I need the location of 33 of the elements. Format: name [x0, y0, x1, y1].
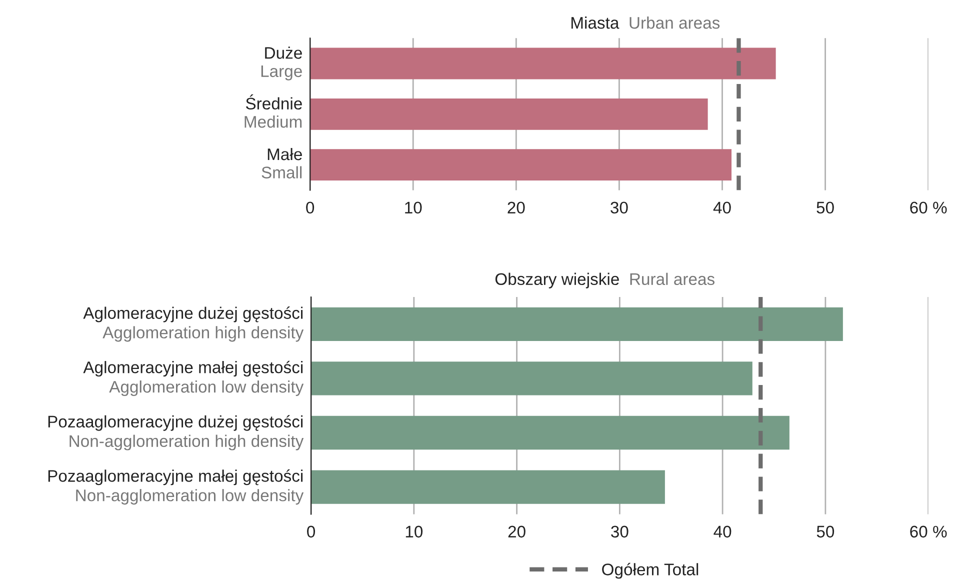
chart-title: Obszary wiejskie	[495, 272, 619, 288]
x-tick-label: 40	[714, 526, 732, 538]
bar	[311, 416, 790, 450]
x-tick-label: 30	[610, 202, 628, 214]
chart-title: Miasta	[571, 16, 620, 29]
x-tick-label: 20	[508, 526, 526, 538]
x-tick-label: 20	[508, 202, 525, 214]
x-tick-label: 50	[816, 526, 834, 538]
x-tick-label: 10	[405, 202, 422, 214]
y-tick-label: Małe Small	[262, 148, 302, 178]
x-tick-label: 40	[713, 202, 731, 214]
bar	[310, 149, 732, 181]
x-tick-label: 30	[611, 526, 628, 538]
chart-subtitle: Rural areas	[630, 272, 714, 286]
y-tick-label: Duże Large	[261, 46, 302, 80]
y-tick-label: Pozaaglomeracyjne małej gęstości Non-agglomeration low density	[48, 469, 304, 505]
x-tick-label: 60 %	[910, 202, 947, 214]
y-tick-label: Średnie Medium	[244, 94, 302, 128]
chart-subtitle: Urban areas	[630, 16, 720, 29]
bar	[311, 470, 665, 504]
x-tick-label: 0	[306, 202, 314, 214]
y-tick-label: Aglomeracyjne dużej gęstości Agglomeration high density	[83, 306, 304, 342]
x-tick-label: 10	[406, 526, 423, 538]
y-tick-label: Pozaaglomeracyjne dużej gęstości Non-agglomeration high density	[48, 415, 304, 450]
x-tick-label: 0	[307, 526, 316, 538]
bar	[311, 362, 752, 396]
x-tick-label: 50	[816, 202, 834, 214]
bar	[310, 48, 776, 80]
legend-label: Ogółem Total	[602, 562, 698, 579]
x-tick-label: 60 %	[910, 526, 947, 538]
bar	[311, 307, 843, 342]
y-tick-label: Aglomeracyjne małej gęstości Agglomeration low density	[83, 360, 304, 396]
bar	[310, 98, 708, 130]
